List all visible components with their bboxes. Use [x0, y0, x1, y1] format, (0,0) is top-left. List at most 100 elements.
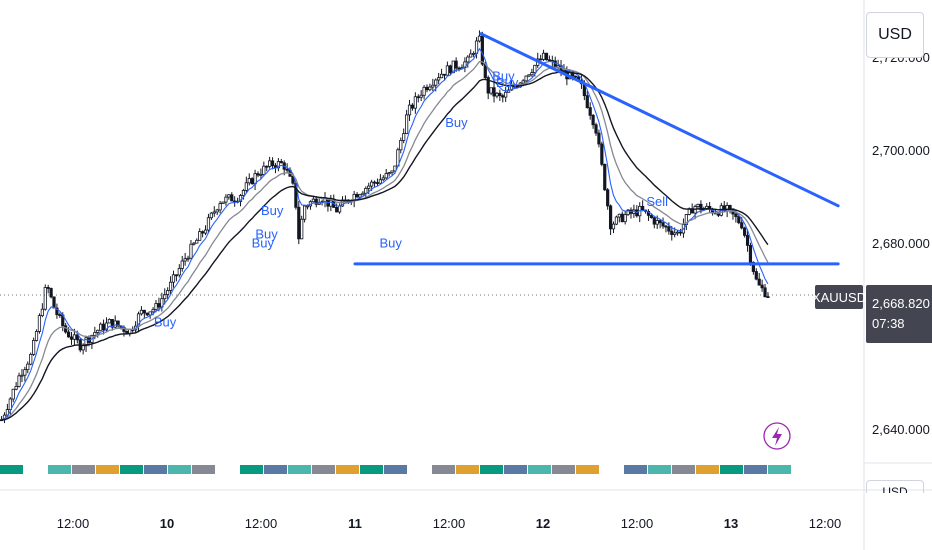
- candle-body: [23, 369, 27, 376]
- candle-body: [166, 290, 170, 295]
- trendlines[interactable]: [353, 32, 840, 266]
- candle-body: [757, 278, 761, 286]
- candle-body: [437, 77, 441, 81]
- candle-body: [335, 207, 339, 213]
- ema-slow-line: [1, 71, 769, 421]
- candle-body: [652, 217, 656, 225]
- candle-body: [11, 388, 15, 400]
- candle-body: [244, 182, 248, 191]
- candle-body: [611, 223, 616, 230]
- candle-body: [594, 124, 598, 134]
- candle-body: [413, 96, 417, 109]
- candle-body: [527, 74, 531, 77]
- y-tick-label: 2,700.000: [872, 143, 930, 158]
- candle-body: [314, 198, 318, 205]
- signal-label: Buy: [379, 236, 402, 251]
- candle-body: [760, 284, 764, 289]
- session-segment: [552, 465, 575, 474]
- x-tick-label: 12:00: [621, 516, 654, 531]
- session-segment: [504, 465, 527, 474]
- candle-body: [183, 258, 187, 262]
- second-currency-label[interactable]: USD: [866, 480, 924, 493]
- candle-body: [763, 287, 767, 298]
- candle-body: [209, 212, 213, 219]
- candle-body: [58, 314, 62, 317]
- candle-body: [448, 65, 452, 74]
- candle-body: [445, 65, 450, 76]
- session-segment: [624, 465, 647, 474]
- candle-body: [262, 165, 266, 175]
- candle-body: [402, 133, 406, 141]
- candle-body: [617, 213, 621, 218]
- currency-selector[interactable]: USD: [866, 12, 924, 58]
- candle-body: [547, 59, 551, 62]
- candle-body: [696, 203, 700, 207]
- candle-body: [469, 53, 473, 58]
- candle-body: [198, 231, 202, 241]
- candle-body: [218, 203, 222, 211]
- candle-body: [530, 72, 534, 76]
- candle-body: [766, 296, 770, 299]
- candle-body: [241, 190, 246, 196]
- session-segment: [96, 465, 119, 474]
- candle-body: [410, 104, 415, 109]
- candle-body: [591, 114, 595, 126]
- candle-body: [439, 73, 444, 79]
- candle-body: [291, 175, 295, 184]
- session-segment: [720, 465, 743, 474]
- signal-label: Sell: [646, 194, 668, 209]
- candle-body: [734, 213, 738, 218]
- candle-body: [372, 181, 377, 184]
- candle-body: [370, 181, 374, 187]
- x-tick-label: 12: [536, 516, 550, 531]
- session-segment: [0, 465, 23, 474]
- lightning-icon[interactable]: [763, 422, 791, 450]
- candle-body: [180, 260, 184, 269]
- candle-body: [364, 187, 368, 194]
- candle-body: [8, 398, 12, 410]
- candle-body: [329, 200, 333, 207]
- session-segment: [312, 465, 335, 474]
- candle-body: [157, 303, 161, 308]
- session-segment: [576, 465, 599, 474]
- candle-body: [454, 60, 458, 69]
- candle-body: [300, 218, 304, 240]
- x-tick-label: 10: [160, 516, 174, 531]
- candle-body: [533, 64, 537, 73]
- candle-body: [104, 322, 109, 331]
- candle-body: [751, 261, 755, 272]
- session-segment: [648, 465, 671, 474]
- candle-body: [457, 67, 461, 70]
- session-segment: [192, 465, 215, 474]
- last-price-label: 2,668.820 07:38: [866, 285, 932, 343]
- session-segment: [240, 465, 263, 474]
- candle-body: [737, 216, 741, 224]
- candle-body: [562, 70, 566, 72]
- candle-body: [588, 107, 592, 116]
- signal-label: Buy: [492, 68, 515, 83]
- candle-body: [20, 374, 24, 377]
- session-segment: [288, 465, 311, 474]
- candle-body: [297, 206, 301, 240]
- candle-body: [367, 185, 371, 189]
- candle-body: [17, 375, 21, 387]
- candle-body: [256, 173, 260, 176]
- candle-body: [375, 182, 380, 184]
- candle-body: [52, 296, 56, 309]
- candle-body: [393, 165, 397, 172]
- signal-label: Buy: [445, 115, 468, 130]
- candle-body: [743, 227, 747, 236]
- candle-body: [477, 35, 482, 42]
- candle-body: [699, 203, 703, 211]
- candle-body: [230, 194, 234, 202]
- candle-body: [32, 340, 36, 355]
- candle-body: [405, 114, 409, 135]
- candle-body: [145, 312, 149, 316]
- candle-body: [407, 104, 412, 116]
- candle-body: [539, 58, 543, 61]
- candle-body: [75, 334, 79, 341]
- candle-body: [26, 363, 30, 371]
- session-segment: [528, 465, 551, 474]
- candle-body: [177, 268, 181, 276]
